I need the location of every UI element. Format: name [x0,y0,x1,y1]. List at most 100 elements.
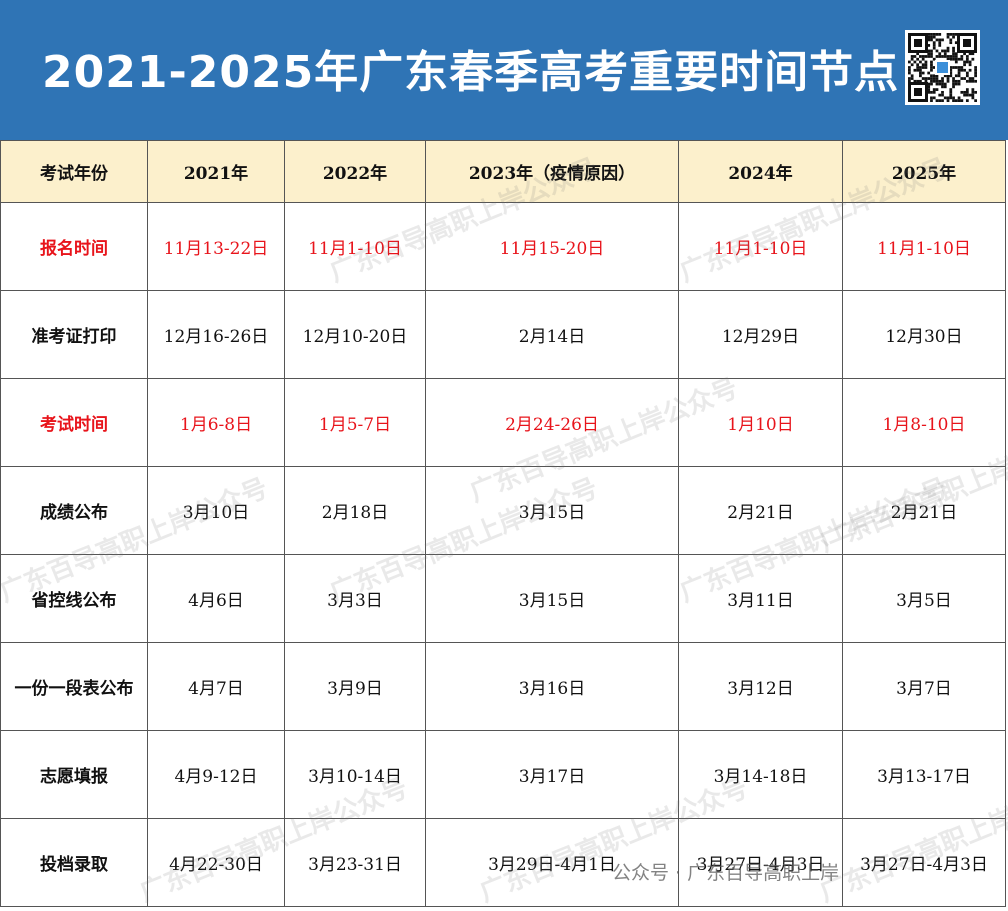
qr-module [965,88,969,91]
qr-module [932,57,936,61]
cell: 3月10-14日 [284,730,426,819]
cell: 3月9日 [284,642,426,731]
qr-module [910,74,914,78]
qr-module [941,77,944,80]
qr-module [952,46,955,50]
qr-module [971,96,975,100]
cell: 3月23-31日 [284,818,426,907]
qr-module [908,79,911,83]
qr-module [974,71,977,75]
qr-module [949,93,953,97]
qr-module [938,38,942,42]
qr-module [963,68,966,72]
qr-module [916,57,920,61]
qr-module [916,63,920,67]
qr-module [949,96,953,100]
qr-module [924,60,928,64]
qr-module [941,99,944,102]
qr-module [938,33,942,36]
cell: 4月9-12日 [147,730,285,819]
qr-module [914,39,922,47]
qr-module [941,82,944,86]
qr-module [954,74,958,78]
cell: 3月29日-4月1日 [425,818,679,907]
qr-module [930,77,933,80]
header-band: 2021-2025年广东春季高考重要时间节点 [0,0,1008,140]
qr-module [924,66,928,69]
qr-module [930,52,933,56]
qr-module [930,38,933,42]
qr-module [946,77,950,80]
qr-module [957,71,961,75]
cell: 3月13-17日 [842,730,1006,819]
cell: 2月24-26日 [425,378,679,467]
qr-module [919,71,922,75]
qr-module [968,60,972,64]
cell: 11月15-20日 [425,202,679,291]
qr-module [943,55,947,58]
cell: 3月16日 [425,642,679,731]
qr-module [963,90,966,94]
row-label: 成绩公布 [0,466,148,555]
qr-module [924,77,928,80]
qr-module [927,82,931,86]
qr-module [965,93,969,97]
qr-module [952,55,955,58]
qr-module [932,66,936,69]
qr-module [927,71,931,75]
qr-module [963,52,966,56]
qr-module [957,96,961,100]
qr-module [952,66,955,69]
qr-module [935,77,939,80]
qr-module [913,68,917,72]
qr-module [927,35,931,39]
qr-module [963,39,971,47]
qr-module [971,93,975,97]
table-row: 报名时间 11月13-22日 11月1-10日 11月15-20日 11月1-10日 11… [0,202,1006,291]
qr-module [914,88,922,96]
qr-module [954,55,958,58]
qr-module [957,68,961,72]
qr-module [957,66,961,69]
qr-module [952,82,955,86]
qr-module [938,82,942,86]
cell: 1月6-8日 [147,378,285,467]
qr-module [935,55,939,58]
qr-module [960,90,964,94]
qr-module [927,33,931,36]
cell: 11月1-10日 [842,202,1006,291]
qr-module [941,85,944,89]
qr-module [941,38,944,42]
qr-module [941,79,944,83]
qr-module [921,55,925,58]
qr-code [905,30,980,105]
schedule-table: 考试年份 2021年 2022年 2023年（疫情原因） 2024年 2025年 报名时间… [0,140,1006,907]
qr-module [930,99,933,102]
qr-module [949,90,953,94]
qr-module [968,79,972,83]
qr-module [974,68,977,72]
qr-module [943,52,947,56]
row-label: 准考证打印 [0,290,148,379]
qr-module [949,66,953,69]
qr-module [908,77,911,80]
qr-module [910,55,914,58]
qr-module [968,63,972,67]
qr-module [930,49,933,53]
qr-module [946,46,950,50]
qr-module [938,99,942,102]
qr-module [930,66,933,69]
qr-module [927,77,931,80]
qr-module [930,33,933,36]
cell: 12月16-26日 [147,290,285,379]
cell: 3月7日 [842,642,1006,731]
qr-module [924,79,928,83]
qr-module [946,49,950,53]
qr-module [949,38,953,42]
qr-module [927,38,931,42]
qr-module [932,96,936,100]
qr-module [908,71,911,75]
row-label: 考试时间 [0,378,148,467]
cell: 3月10日 [147,466,285,555]
